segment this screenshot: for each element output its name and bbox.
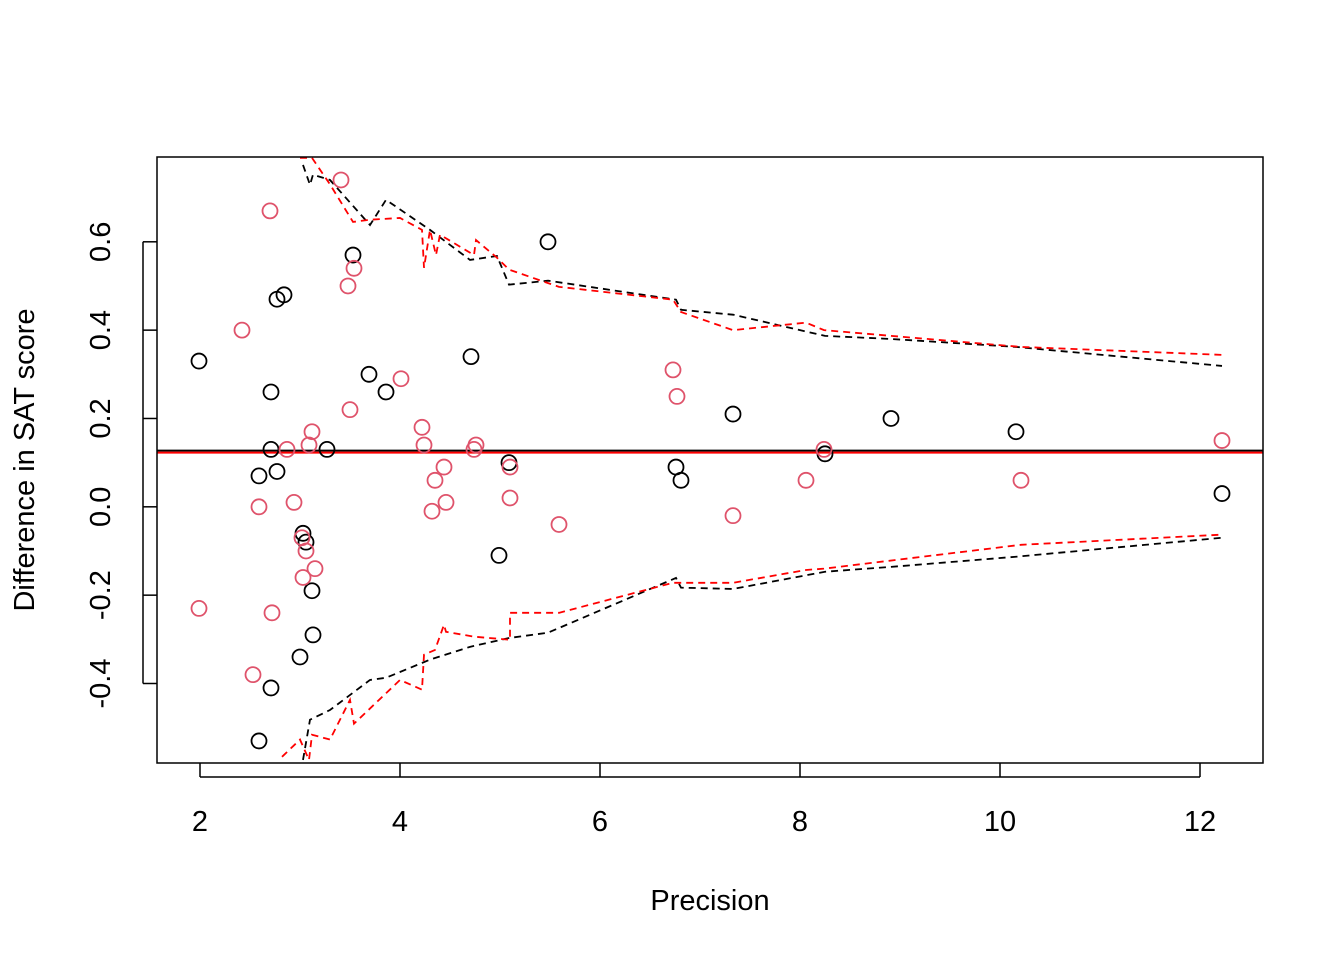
plot-marks [157,157,1263,763]
x-tick-label: 10 [984,806,1016,838]
data-point-series-2 [345,259,363,277]
data-point-series-1 [462,348,480,366]
data-point-series-1 [539,233,557,251]
data-point-series-1 [297,533,315,551]
data-point-series-2 [1213,432,1231,449]
data-point-series-2 [303,423,321,441]
data-point-series-1 [344,246,362,264]
data-point-series-2 [423,502,441,520]
data-point-series-2 [467,436,485,454]
data-point-series-2 [285,494,303,511]
data-point-series-1 [303,582,321,600]
data-point-series-1 [262,440,280,458]
x-tick-label: 12 [1184,806,1216,838]
data-point-series-1 [882,410,900,427]
data-point-series-2 [664,361,682,379]
data-point-series-2 [278,440,296,458]
data-point-series-1 [490,547,508,564]
data-point-series-2 [437,494,455,511]
y-tick-label: -0.4 [85,659,117,709]
y-tick-label: 0.4 [85,310,117,350]
data-point-series-1 [318,440,336,458]
data-point-series-2 [501,458,519,476]
data-point-series-2 [339,277,357,295]
data-point-series-1 [250,732,268,750]
data-point-series-1 [304,626,322,644]
data-point-series-2 [300,436,318,454]
x-tick-label: 4 [392,806,408,838]
data-point-series-2 [306,560,324,578]
funnel-upper-line-series-1 [302,164,1223,367]
data-point-series-2 [797,471,815,489]
data-point-series-1 [672,471,690,489]
data-point-series-2 [250,498,268,516]
data-point-series-2 [668,387,686,405]
y-tick-label: 0.2 [85,398,117,438]
data-point-series-2 [435,458,453,476]
data-point-series-1 [190,352,208,370]
funnel-upper-line-series-2 [300,157,1223,356]
x-tick-label: 8 [792,806,808,838]
data-point-series-1 [724,405,742,423]
data-point-series-2 [261,202,279,220]
data-point-series-1 [262,679,280,697]
y-tick-label: 0.6 [85,222,117,262]
data-point-series-1 [1007,423,1025,441]
data-point-series-2 [550,516,568,533]
data-point-series-2 [815,440,833,458]
data-point-series-2 [341,401,359,419]
data-point-series-1 [250,467,268,485]
data-point-series-2 [724,507,742,525]
data-point-series-1 [275,286,293,304]
y-tick-label: -0.2 [85,570,117,620]
data-point-series-1 [262,383,280,401]
data-point-series-2 [415,436,433,454]
y-axis-label: Difference in SAT score [9,308,41,611]
data-point-series-2 [297,542,315,560]
data-point-series-2 [294,569,312,586]
data-point-series-2 [392,370,410,388]
data-point-series-1 [1213,485,1231,502]
data-point-series-1 [360,365,378,383]
y-tick-label: 0.0 [85,487,117,527]
funnel-lower-line-series-2 [281,533,1223,763]
data-point-series-2 [1012,471,1030,489]
data-point-series-2 [501,489,519,507]
data-point-series-2 [332,171,350,189]
data-point-series-1 [268,463,286,480]
x-tick-label: 6 [592,806,608,838]
data-point-series-2 [244,666,262,684]
x-tick-label: 2 [192,806,208,838]
data-point-series-2 [263,604,281,622]
data-point-series-2 [233,321,251,339]
data-point-series-2 [413,418,431,436]
funnel-lower-line-series-1 [302,536,1223,761]
x-axis-label: Precision [650,885,769,917]
data-point-series-2 [426,471,444,489]
plot-frame [156,156,1264,764]
data-point-series-2 [190,600,208,617]
data-point-series-1 [377,383,395,401]
axes: 2 4 6 8 10 12 -0.4 -0.2 0.0 0.2 0.4 0.6 [85,222,1216,838]
data-point-series-1 [291,648,309,666]
